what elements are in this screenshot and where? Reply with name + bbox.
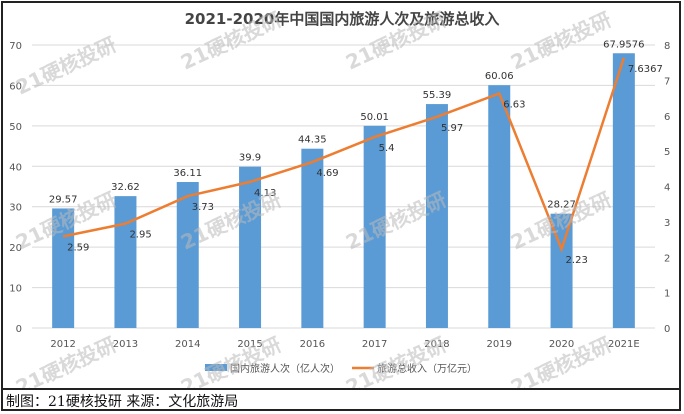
bar xyxy=(612,53,635,328)
bar-data-label: 39.9 xyxy=(239,153,261,164)
line-data-label: 6.63 xyxy=(503,99,525,110)
x-tick-label: 2016 xyxy=(300,339,325,350)
x-tick-label: 2021E xyxy=(608,339,640,350)
y-right-tick-label: 8 xyxy=(664,41,670,52)
bar-data-label: 29.57 xyxy=(49,194,78,205)
bar xyxy=(488,85,511,328)
watermark: 21硬核投研 xyxy=(507,7,615,74)
bar xyxy=(52,208,75,328)
bar xyxy=(239,166,262,328)
legend-bar-label: 国内旅游人次（亿人次） xyxy=(230,362,340,375)
bar xyxy=(114,196,137,328)
line-data-label: 4.13 xyxy=(254,188,276,199)
line-data-label: 5.97 xyxy=(441,123,463,134)
x-tick-label: 2012 xyxy=(50,339,75,350)
watermark: 21硬核投研 xyxy=(12,32,120,99)
legend-line-label: 旅游总收入（万亿元） xyxy=(377,362,477,375)
x-tick-label: 2018 xyxy=(424,339,449,350)
bar xyxy=(301,148,324,328)
y-right-tick-label: 1 xyxy=(664,289,670,300)
x-tick-label: 2015 xyxy=(237,339,262,350)
footer-source: 制图：21硬核投研 来源：文化旅游局 xyxy=(6,394,239,410)
chart-title: 2021-2020年中国国内旅游人次及旅游总收入 xyxy=(185,10,500,28)
y-right-tick-label: 7 xyxy=(664,76,670,87)
bar xyxy=(176,182,199,328)
y-left-tick-label: 30 xyxy=(9,203,22,214)
line-data-label: 2.59 xyxy=(67,242,89,253)
x-tick-label: 2020 xyxy=(549,339,574,350)
footer-divider xyxy=(1,388,681,390)
line-data-label: 3.73 xyxy=(192,202,214,213)
bar-data-label: 36.11 xyxy=(173,168,202,179)
bar-data-label: 44.35 xyxy=(298,135,327,146)
y-left-tick-label: 20 xyxy=(9,243,22,254)
line-data-label: 2.23 xyxy=(566,255,588,266)
watermark: 21硬核投研 xyxy=(342,332,450,390)
y-right-tick-label: 0 xyxy=(664,324,670,335)
bar-data-label: 67.9576 xyxy=(603,39,644,50)
x-tick-label: 2013 xyxy=(113,339,138,350)
bar xyxy=(425,104,448,329)
y-right-tick-label: 5 xyxy=(664,147,670,158)
y-left-tick-label: 50 xyxy=(9,122,22,133)
x-tick-label: 2014 xyxy=(175,339,200,350)
y-left-tick-label: 10 xyxy=(9,284,22,295)
bar-data-label: 60.06 xyxy=(485,71,514,82)
x-tick-label: 2019 xyxy=(487,339,512,350)
bar-data-label: 50.01 xyxy=(360,112,389,123)
y-right-tick-label: 3 xyxy=(664,218,670,229)
y-left-tick-label: 0 xyxy=(16,324,22,335)
y-right-tick-label: 2 xyxy=(664,253,670,264)
y-left-tick-label: 70 xyxy=(9,41,22,52)
bar-data-label: 28.27 xyxy=(547,200,576,211)
chart: 2021-2020年中国国内旅游人次及旅游总收入 0 10 20 30 40 50 60 70 0… xyxy=(9,7,670,390)
legend-bar-swatch xyxy=(205,364,227,371)
line-series xyxy=(62,57,626,253)
line-data-label: 7.6367 xyxy=(628,64,663,75)
bar xyxy=(363,125,386,328)
x-tick-label: 2017 xyxy=(362,339,387,350)
y-right-tick-label: 6 xyxy=(664,112,670,123)
y-left-tick-label: 60 xyxy=(9,81,22,92)
line-data-label: 2.95 xyxy=(129,230,151,241)
line-data-label: 5.4 xyxy=(379,143,395,154)
bar xyxy=(550,213,573,328)
y-right-tick-label: 4 xyxy=(664,183,670,194)
bar-data-label: 55.39 xyxy=(423,90,452,101)
bar-data-label: 32.62 xyxy=(111,182,140,193)
y-left-tick-label: 40 xyxy=(9,162,22,173)
line-data-label: 4.69 xyxy=(316,168,338,179)
